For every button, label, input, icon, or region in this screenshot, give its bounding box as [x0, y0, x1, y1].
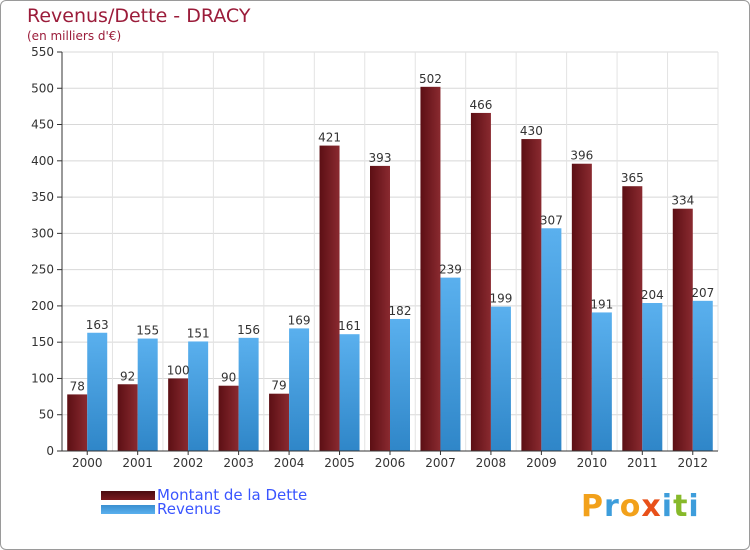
data-label-dette: 393: [369, 151, 392, 165]
y-tick-label: 300: [31, 226, 54, 240]
bar-revenus: [642, 303, 663, 451]
data-label-revenus: 156: [237, 323, 260, 337]
logo-letter: r: [604, 489, 620, 524]
y-tick-label: 100: [31, 371, 54, 385]
data-label-dette: 79: [271, 379, 286, 393]
y-tick-label: 50: [39, 408, 54, 422]
y-tick-label: 0: [46, 444, 54, 458]
legend-swatch-dette: [101, 490, 155, 500]
data-label-revenus: 207: [691, 286, 714, 300]
logo-letter: P: [581, 489, 604, 524]
data-label-dette: 421: [318, 131, 341, 145]
data-label-dette: 100: [167, 363, 190, 377]
legend-swatch-revenus: [101, 504, 155, 514]
chart-subtitle: (en milliers d'€): [27, 29, 122, 43]
bar-revenus: [390, 318, 410, 451]
data-label-dette: 92: [120, 369, 135, 383]
logo-letter: x: [641, 489, 662, 524]
bar-revenus: [137, 338, 158, 451]
legend-label-dette: Montant de la Dette: [157, 486, 308, 504]
x-tick-label: 2012: [677, 456, 708, 470]
x-tick-label: 2009: [526, 456, 557, 470]
axes: [57, 51, 718, 455]
bar-revenus: [87, 332, 108, 451]
logo-letter: i: [661, 489, 674, 524]
data-label-revenus: 169: [288, 313, 311, 327]
data-label-dette: 396: [570, 149, 593, 163]
bar-dette: [168, 378, 189, 451]
data-label-revenus: 204: [641, 288, 664, 302]
data-label-revenus: 151: [187, 326, 210, 340]
x-tick-label: 2000: [72, 456, 103, 470]
y-tick-label: 550: [31, 45, 54, 59]
bar-revenus: [591, 312, 612, 451]
data-label-revenus: 155: [136, 324, 159, 338]
data-label-revenus: 239: [439, 263, 462, 277]
data-label-revenus: 191: [590, 297, 613, 311]
x-tick-label: 2011: [627, 456, 658, 470]
data-label-revenus: 182: [389, 304, 412, 318]
bars: [67, 86, 713, 452]
data-label-dette: 334: [671, 194, 694, 208]
bar-revenus: [692, 300, 713, 451]
bar-revenus: [541, 228, 562, 451]
bar-dette: [571, 163, 592, 451]
y-tick-label: 150: [31, 335, 54, 349]
bar-dette: [420, 86, 441, 452]
bar-revenus: [490, 306, 511, 451]
y-tick-label: 200: [31, 299, 54, 313]
logo-letter: i: [688, 489, 700, 524]
data-label-dette: 90: [221, 371, 236, 385]
data-label-dette: 502: [419, 72, 442, 86]
x-tick-label: 2002: [173, 456, 204, 470]
logo-letter: t: [673, 489, 689, 524]
bar-revenus: [238, 337, 259, 451]
bar-dette: [521, 139, 542, 451]
data-label-revenus: 307: [540, 213, 563, 227]
y-tick-label: 500: [31, 81, 54, 95]
labels: 0 50 100 150 200 250 300 350 400 450 500 550 78 163 20…: [31, 45, 714, 470]
x-tick-label: 2004: [274, 456, 305, 470]
bar-revenus: [339, 334, 360, 451]
data-label-revenus: 161: [338, 319, 361, 333]
bar-revenus: [188, 341, 209, 451]
data-label-dette: 430: [520, 124, 543, 138]
y-tick-label: 350: [31, 190, 54, 204]
bar-dette: [67, 394, 88, 451]
legend-item-revenus: Revenus: [101, 500, 221, 518]
x-tick-label: 2008: [476, 456, 507, 470]
bar-dette: [269, 393, 290, 451]
legend-label-revenus: Revenus: [157, 500, 221, 518]
data-label-revenus: 199: [489, 292, 512, 306]
chart-title: Revenus/Dette - DRACY: [27, 5, 251, 27]
legend-item-dette: Montant de la Dette: [101, 486, 308, 504]
x-tick-label: 2007: [425, 456, 456, 470]
bar-dette: [470, 112, 491, 452]
x-tick-label: 2006: [375, 456, 406, 470]
x-tick-label: 2003: [223, 456, 254, 470]
proxiti-logo: Proxiti: [581, 489, 700, 524]
bar-dette: [672, 208, 693, 451]
x-tick-label: 2005: [324, 456, 355, 470]
y-tick-label: 450: [31, 118, 54, 132]
bar-revenus: [289, 328, 310, 451]
bar-revenus: [440, 277, 461, 451]
x-tick-label: 2001: [122, 456, 153, 470]
data-label-dette: 365: [621, 171, 644, 185]
y-tick-label: 250: [31, 263, 54, 277]
data-label-revenus: 163: [86, 318, 109, 332]
x-tick-label: 2010: [577, 456, 608, 470]
y-tick-label: 400: [31, 154, 54, 168]
data-label-dette: 78: [70, 379, 85, 393]
logo-letter: o: [619, 489, 642, 524]
bar-dette: [218, 385, 239, 451]
bar-dette: [622, 186, 643, 451]
bar-dette: [370, 165, 390, 451]
bar-dette: [319, 145, 340, 452]
data-label-dette: 466: [469, 98, 492, 112]
bar-dette: [117, 384, 138, 451]
